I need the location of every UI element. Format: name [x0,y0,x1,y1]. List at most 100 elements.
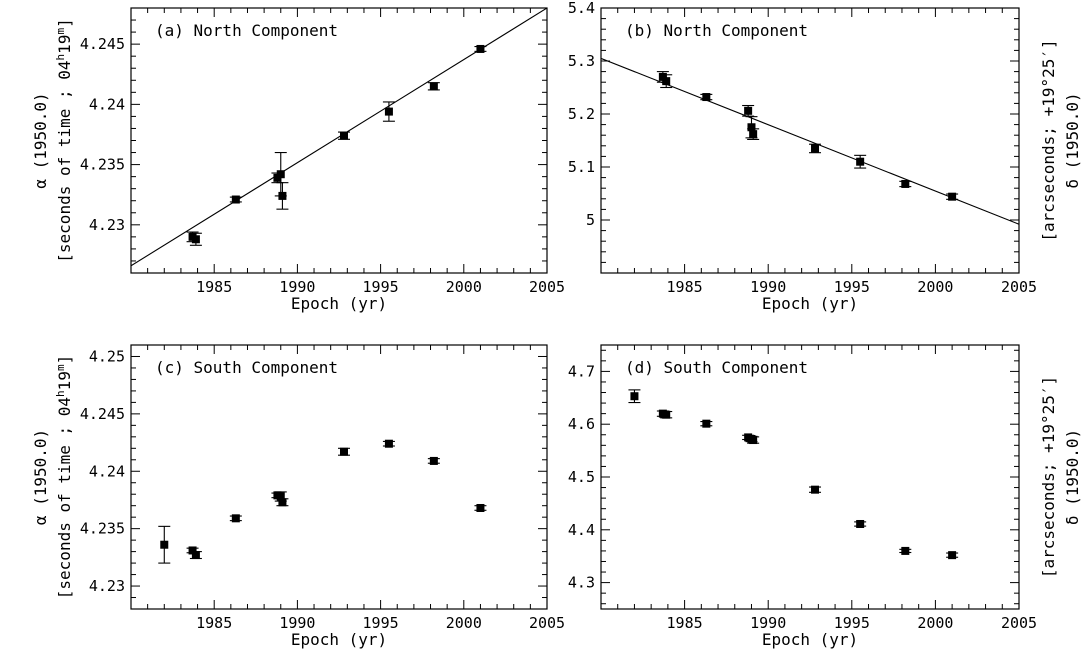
marker [948,551,957,560]
marker [948,192,957,201]
data-point [427,82,440,91]
marker [662,410,671,419]
marker [429,456,438,465]
marker [901,179,910,188]
plot-frame [600,344,1020,610]
y-tick-label: 4.4 [568,521,595,539]
y-tick-label: 5.1 [568,158,595,176]
y-axis-label: α (1950.0) [31,429,50,525]
x-tick-label: 1995 [363,614,399,632]
y-tick-label: 4.245 [80,405,125,423]
data-point [809,485,822,494]
data-point [899,179,912,188]
y-tick-label: 4.5 [568,468,595,486]
data-point [229,195,242,204]
panel-label: (b) North Component [625,21,808,40]
y-tick-label: 4.235 [80,520,125,538]
panel-b: 1985 1990 1995 2000 2005 5 5.1 5.2 5.3 5.4 (b) Nor… [568,0,1082,313]
marker [191,235,200,244]
data-point [660,410,673,419]
marker [191,551,200,560]
x-tick-label: 1985 [196,278,232,296]
marker [276,492,285,501]
marker [702,419,711,428]
marker [662,77,671,86]
marker [658,72,667,81]
x-tick-label: 1990 [750,278,786,296]
data-point [474,503,487,512]
marker [276,170,285,179]
marker [231,195,240,204]
plot-frame [600,7,1020,274]
marker [339,131,348,140]
data-point [189,551,202,560]
panel-c: 1985 1990 1995 2000 2005 4.23 4.235 4.24 4.245 4.… [31,344,565,649]
panel-label: (a) North Component [155,21,338,40]
y-axis-label: δ (1950.0) [1063,92,1082,188]
marker [384,439,393,448]
marker [811,485,820,494]
x-tick-label: 1995 [363,278,399,296]
x-tick-label: 1995 [834,278,870,296]
x-tick-label: 1990 [279,614,315,632]
x-tick-label: 1985 [667,278,703,296]
x-tick-label: 2000 [446,278,482,296]
marker [702,93,711,102]
marker [856,519,865,528]
panel-d: 1985 1990 1995 2000 2005 4.3 4.4 4.5 4.6 4.7 (d) S… [568,344,1082,649]
marker [901,546,910,555]
data-point [747,128,760,140]
marker [160,540,169,549]
marker [476,44,485,53]
marker [749,436,758,445]
data-point [276,498,289,507]
x-axis-label: Epoch (yr) [762,294,858,313]
marker [231,514,240,523]
y-tick-label: 5.3 [568,52,595,70]
y-tick-label: 4.235 [80,156,125,174]
x-tick-label: 2005 [1001,278,1037,296]
y-axis-label-units: [seconds of time ; 04h19m] [54,18,75,262]
data-point [628,389,641,404]
x-tick-label: 2005 [529,614,565,632]
y-axis-label: α (1950.0) [31,92,50,188]
marker [278,191,287,200]
marker [749,130,758,139]
marker [747,123,756,132]
y-tick-label: 4.24 [89,462,125,480]
data-point [382,101,395,122]
y-axis-label-units: [arcseconds; +19°25′] [1039,39,1058,241]
data-point [700,419,713,428]
panel-a: 1985 1990 1995 2000 2005 4.23 4.235 4.24 4.245 (a… [31,7,565,313]
y-tick-label: 4.23 [89,216,125,234]
x-tick-label: 2000 [917,614,953,632]
data-point [946,551,959,560]
marker [339,447,348,456]
y-tick-label: 4.25 [89,347,125,365]
x-tick-label: 1995 [834,614,870,632]
panel-label: (c) South Component [155,358,338,377]
x-tick-label: 1985 [196,614,232,632]
data-point [700,93,713,102]
y-axis-label-units: [arcseconds; +19°25′] [1039,376,1058,578]
x-axis-label: Epoch (yr) [762,630,858,649]
y-tick-label: 5 [586,211,595,229]
marker [429,82,438,91]
marker [278,498,287,507]
data-point [747,436,760,445]
data-point [660,74,673,89]
data-point [276,182,289,210]
x-tick-label: 1990 [750,614,786,632]
data-point [474,44,487,53]
x-tick-label: 2005 [529,278,565,296]
marker [476,503,485,512]
data-point [229,514,242,523]
y-tick-label: 4.23 [89,577,125,595]
y-tick-label: 4.245 [80,35,125,53]
x-tick-label: 1990 [279,278,315,296]
y-tick-label: 4.3 [568,574,595,592]
data-point [946,192,959,201]
data-point [899,546,912,555]
x-tick-label: 2000 [446,614,482,632]
